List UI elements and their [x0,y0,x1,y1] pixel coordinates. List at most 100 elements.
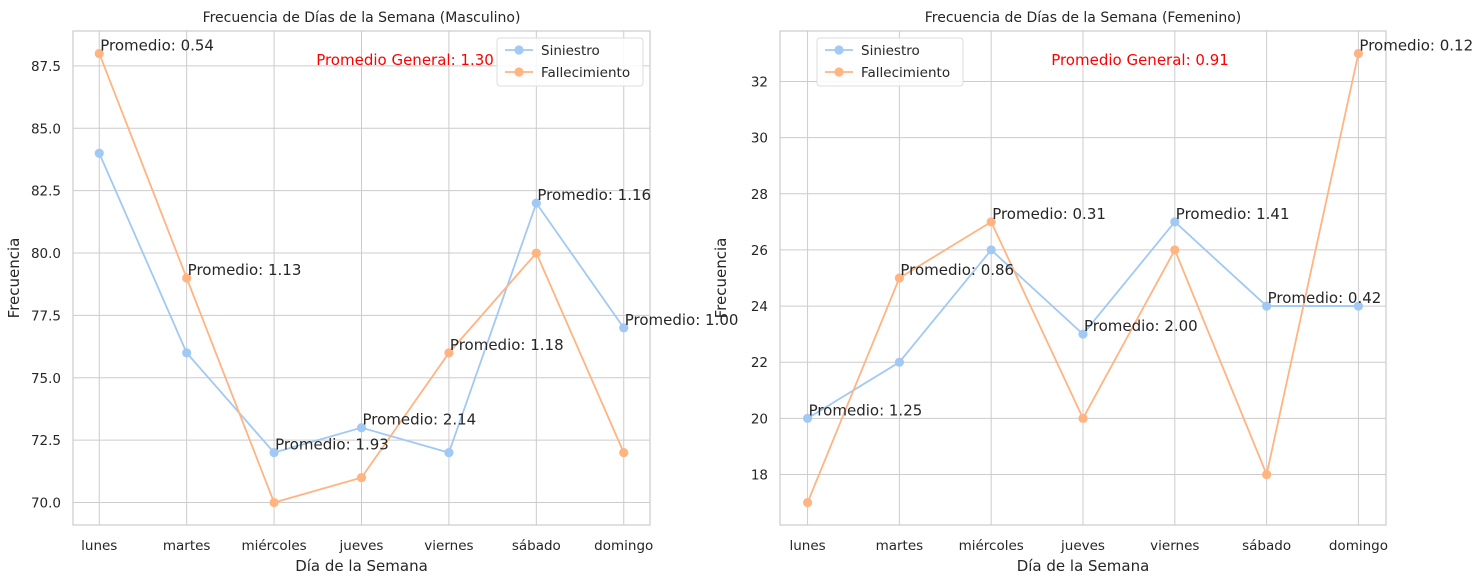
plot-frame [72,30,651,526]
general-average-label: Promedio General: 1.30 [316,51,494,69]
data-point [894,357,904,367]
y-tick-label: 85.0 [31,121,61,137]
legend-swatch-marker [514,67,524,77]
x-tick-label: miércoles [959,538,1024,554]
y-tick-label: 32 [751,75,768,91]
y-tick-label: 20 [751,411,768,427]
legend-swatch-marker [834,45,844,55]
average-annotation: Promedio: 1.00 [625,311,739,329]
chart-panel-0: lunes martes miércoles jueves viernes sábado d… [5,10,738,575]
x-tick-label: miércoles [241,538,306,554]
chart-title: Frecuencia de Días de la Semana (Masculi… [203,10,521,26]
data-point [1078,329,1088,339]
x-tick-label: domingo [1329,538,1388,554]
average-annotation: Promedio: 1.16 [537,186,651,204]
data-point [986,217,996,227]
y-tick-label: 77.5 [31,308,61,324]
data-point [1353,48,1364,59]
data-point [1170,245,1180,255]
data-point [269,448,279,458]
legend: Siniestro Fallecimiento [496,37,644,87]
average-annotation: Promedio: 0.42 [1268,289,1382,307]
data-point [94,48,104,59]
legend-label: Fallecimiento [861,65,950,81]
y-tick-label: 30 [751,131,768,147]
x-axis-label: Día de la Semana [1017,557,1150,575]
legend-box [816,37,964,87]
x-tick-label: domingo [594,538,653,554]
x-tick-label: jueves [1060,538,1105,554]
data-point [94,148,104,158]
y-tick-label: 87.5 [31,59,61,75]
data-point [531,198,541,208]
data-point [1262,469,1272,480]
average-annotation: Promedio: 1.13 [188,261,302,279]
average-annotation: Promedio: 2.14 [363,411,477,429]
average-annotation: Promedio: 1.93 [275,436,389,454]
series-siniestro [94,148,629,458]
data-point [444,448,454,458]
data-point [356,423,367,433]
average-annotation: Promedio: 0.54 [100,36,214,54]
grid [780,31,1386,525]
x-tick-label: lunes [81,538,117,554]
y-tick-label: 80.0 [31,246,61,262]
legend-swatch-marker [514,45,524,55]
x-tick-label: viernes [424,538,473,554]
x-tick-label: lunes [789,538,825,554]
average-annotation: Promedio: 1.18 [450,336,564,354]
chart-panel-1: lunes martes miércoles jueves viernes sábado d… [712,10,1473,575]
data-point [356,472,367,483]
legend-swatch-marker [834,67,844,77]
average-annotation: Promedio: 1.41 [1176,205,1290,223]
y-tick-label: 82.5 [31,184,61,200]
grid [73,31,650,525]
average-annotation: Promedio: 0.31 [992,205,1106,223]
y-tick-label: 26 [751,243,768,259]
data-point [986,245,996,255]
y-tick-label: 18 [751,467,768,483]
average-annotation: Promedio: 2.00 [1084,317,1198,335]
series-fallecimiento [94,48,629,508]
data-point [182,348,192,358]
y-axis-label: Frecuencia [712,238,730,319]
plot-frame [779,30,1387,526]
data-point [1262,301,1272,311]
x-tick-label: sábado [1242,538,1291,554]
x-tick-label: jueves [339,538,384,554]
x-axis-label: Día de la Semana [295,557,428,575]
legend-label: Siniestro [861,43,920,59]
legend: Siniestro Fallecimiento [816,37,964,87]
data-point [619,448,629,458]
y-tick-label: 24 [751,299,768,315]
data-point [182,273,192,283]
legend-label: Fallecimiento [541,65,630,81]
data-point [269,497,279,508]
y-tick-label: 22 [751,355,768,371]
average-annotation: Promedio: 0.12 [1359,36,1473,54]
x-tick-label: martes [163,538,211,554]
y-tick-label: 28 [751,187,768,203]
x-tick-label: martes [876,538,924,554]
data-point [1353,301,1364,311]
x-tick-label: viernes [1150,538,1199,554]
data-point [619,323,629,333]
data-point [1170,217,1180,227]
y-tick-label: 72.5 [31,433,61,449]
data-point [802,413,813,423]
legend-label: Siniestro [541,43,600,59]
data-point [894,273,904,283]
y-axis-label: Frecuencia [5,238,23,319]
x-tick-label: sábado [512,538,561,554]
legend-box [496,37,644,87]
data-point [802,497,813,508]
chart-title: Frecuencia de Días de la Semana (Femenin… [925,10,1241,26]
general-average-label: Promedio General: 0.91 [1051,51,1229,69]
series-siniestro [802,217,1364,423]
average-annotation: Promedio: 1.25 [809,401,923,419]
y-tick-label: 70.0 [31,496,61,512]
average-annotation: Promedio: 0.86 [900,261,1014,279]
data-point [531,248,541,258]
series-fallecimiento [802,48,1364,508]
